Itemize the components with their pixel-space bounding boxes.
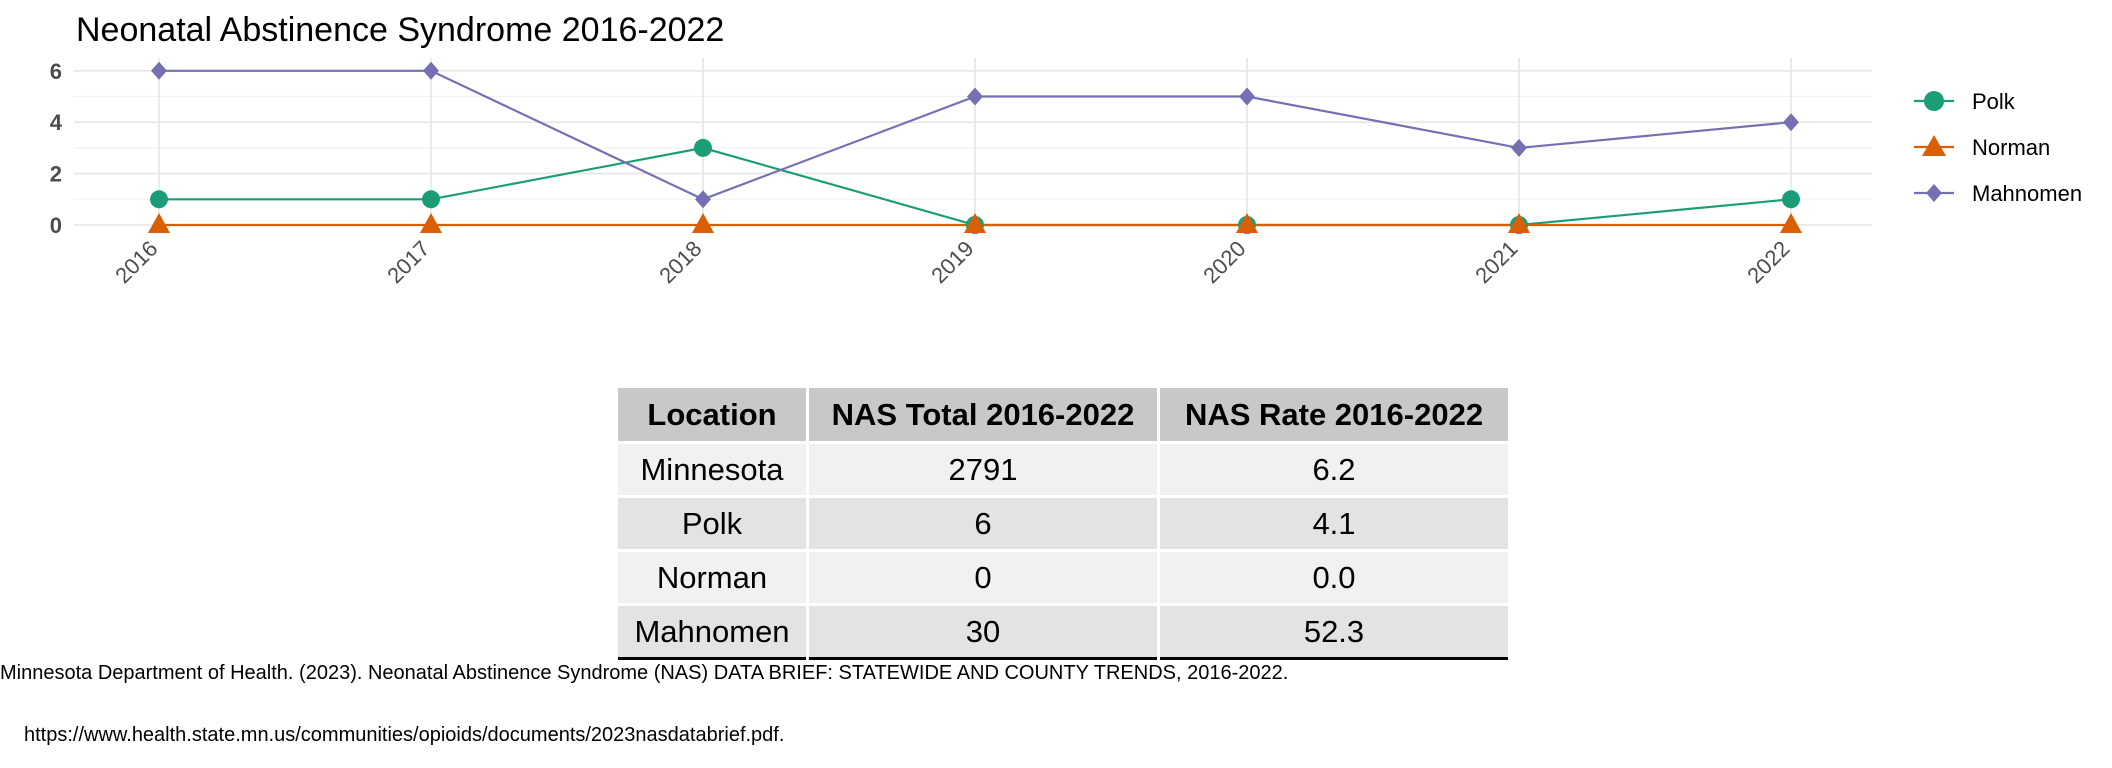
- legend-marker-mahnomen: [1926, 184, 1942, 202]
- x-tick-label: 2021: [1470, 236, 1522, 288]
- table-header-row: Location NAS Total 2016-2022 NAS Rate 20…: [618, 388, 1508, 444]
- point-polk: [422, 190, 440, 209]
- table-row: Mahnomen 30 52.3: [618, 604, 1508, 659]
- nas-line-chart: Neonatal Abstinence Syndrome 2016-2022 0…: [50, 11, 2082, 288]
- nas-summary-table: Location NAS Total 2016-2022 NAS Rate 20…: [618, 388, 1508, 660]
- cell-nas-rate: 0.0: [1158, 550, 1508, 606]
- point-norman: [1236, 213, 1258, 233]
- x-tick-label: 2018: [654, 236, 706, 288]
- cell-location: Mahnomen: [618, 604, 809, 659]
- cell-nas-rate: 52.3: [1158, 604, 1508, 659]
- x-tick-label: 2019: [926, 236, 978, 288]
- legend: Polk Norman Mahnomen: [1914, 89, 2082, 206]
- legend-marker-polk: [1924, 91, 1944, 111]
- point-norman: [420, 213, 442, 233]
- header-nas-total: NAS Total 2016-2022: [807, 388, 1160, 444]
- y-tick-label: 6: [50, 59, 62, 84]
- header-location: Location: [618, 388, 809, 444]
- y-tick-label: 4: [50, 110, 63, 135]
- cell-nas-rate: 6.2: [1158, 442, 1508, 498]
- x-tick-label: 2016: [110, 236, 162, 288]
- cell-location: Minnesota: [618, 442, 809, 498]
- point-norman: [148, 213, 170, 233]
- y-tick-label: 2: [50, 162, 62, 187]
- point-norman: [1508, 213, 1530, 233]
- point-polk: [1782, 190, 1800, 209]
- x-tick-label: 2022: [1742, 236, 1794, 288]
- point-mahnomen: [423, 61, 439, 80]
- point-mahnomen: [1511, 138, 1527, 157]
- grid: [74, 58, 1872, 230]
- point-mahnomen: [1783, 113, 1799, 132]
- point-mahnomen: [695, 190, 711, 209]
- chart-title: Neonatal Abstinence Syndrome 2016-2022: [76, 11, 724, 49]
- y-tick-label: 0: [50, 213, 62, 238]
- point-mahnomen: [1239, 87, 1255, 106]
- legend-marker-norman: [1922, 135, 1946, 156]
- table-row: Norman 0 0.0: [618, 550, 1508, 606]
- cell-nas-total: 30: [807, 604, 1160, 659]
- x-tick-label: 2020: [1198, 236, 1250, 288]
- cell-location: Polk: [618, 496, 809, 552]
- cell-nas-total: 6: [807, 496, 1160, 552]
- cell-nas-rate: 4.1: [1158, 496, 1508, 552]
- cell-nas-total: 0: [807, 550, 1160, 606]
- table-row: Minnesota 2791 6.2: [618, 442, 1508, 498]
- cell-nas-total: 2791: [807, 442, 1160, 498]
- legend-label-norman: Norman: [1972, 135, 2050, 160]
- legend-label-mahnomen: Mahnomen: [1972, 181, 2082, 206]
- point-mahnomen: [151, 61, 167, 80]
- cell-location: Norman: [618, 550, 809, 606]
- series-markers: [148, 61, 1802, 234]
- point-norman: [692, 213, 714, 233]
- legend-label-polk: Polk: [1972, 89, 2016, 114]
- point-norman: [964, 213, 986, 233]
- citation-url: https://www.health.state.mn.us/communiti…: [24, 724, 785, 746]
- point-polk: [150, 190, 168, 209]
- citation-text: Minnesota Department of Health. (2023). …: [0, 662, 1289, 684]
- point-norman: [1780, 213, 1802, 233]
- point-polk: [694, 138, 712, 157]
- x-tick-label: 2017: [382, 236, 434, 288]
- header-nas-rate: NAS Rate 2016-2022: [1158, 388, 1508, 444]
- point-mahnomen: [967, 87, 983, 106]
- table-row: Polk 6 4.1: [618, 496, 1508, 552]
